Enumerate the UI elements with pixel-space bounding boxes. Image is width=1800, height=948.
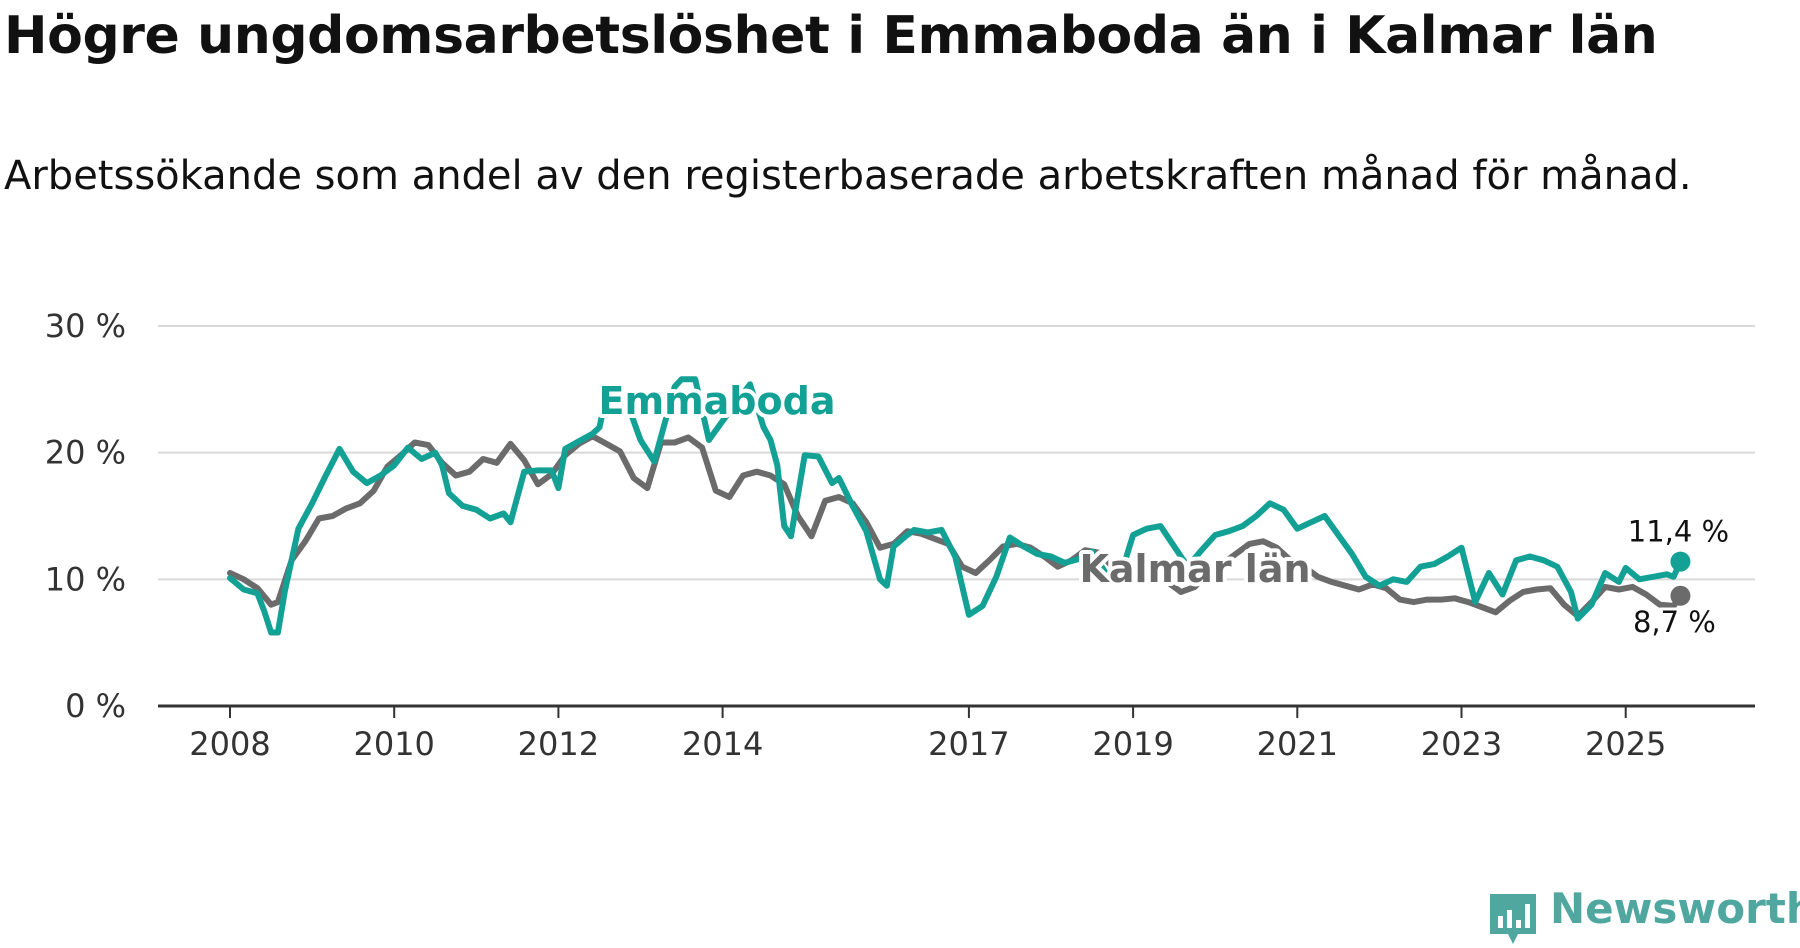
newsworthy-brand: Newsworthy <box>1488 884 1800 948</box>
series-line-emmaboda <box>227 376 1684 636</box>
end-marker-emmaboda <box>1670 551 1691 572</box>
y-tick-label: 0 % <box>65 687 126 725</box>
brand-name: Newsworthy <box>1550 884 1800 933</box>
x-tick-label: 2008 <box>189 725 270 763</box>
end-value-label-kalmar-lan: 8,7 % <box>1633 605 1716 639</box>
chart-subtitle: Arbetssökande som andel av den registerb… <box>4 153 1692 199</box>
end-value-label-emmaboda: 11,4 % <box>1628 515 1729 549</box>
x-tick-label: 2017 <box>928 725 1009 763</box>
x-axis: 2008 2010 2012 2014 2017 2019 2021 2023 2025 <box>158 704 1755 763</box>
series-label-emmaboda: Emmaboda <box>599 379 836 423</box>
x-tick-label: 2012 <box>518 725 599 763</box>
series-lines <box>227 376 1691 636</box>
newsworthy-logo-icon <box>1490 894 1536 944</box>
end-marker-kalmar-lan <box>1670 585 1691 606</box>
series-labels: Emmaboda Kalmar län 11,4 % 8,7 % <box>595 375 1733 642</box>
x-tick-label: 2014 <box>682 725 763 763</box>
chart-title: Högre ungdomsarbetslöshet i Emmaboda än … <box>4 6 1658 66</box>
series-line-kalmar-lan <box>227 433 1684 620</box>
y-tick-label: 20 % <box>45 434 126 472</box>
y-tick-label: 30 % <box>45 307 126 345</box>
x-tick-label: 2025 <box>1585 725 1666 763</box>
x-tick-label: 2019 <box>1092 725 1173 763</box>
x-tick-label: 2023 <box>1421 725 1502 763</box>
series-label-kalmar-lan: Kalmar län <box>1079 547 1310 591</box>
y-tick-label: 10 % <box>45 560 126 598</box>
line-chart: 0 % 10 % 20 % 30 % 2008 2010 2012 2014 2017 2019… <box>45 307 1755 763</box>
x-tick-label: 2021 <box>1257 725 1338 763</box>
gridlines <box>158 325 1755 581</box>
y-axis-ticks: 0 % 10 % 20 % 30 % <box>45 307 126 725</box>
x-tick-label: 2010 <box>353 725 434 763</box>
